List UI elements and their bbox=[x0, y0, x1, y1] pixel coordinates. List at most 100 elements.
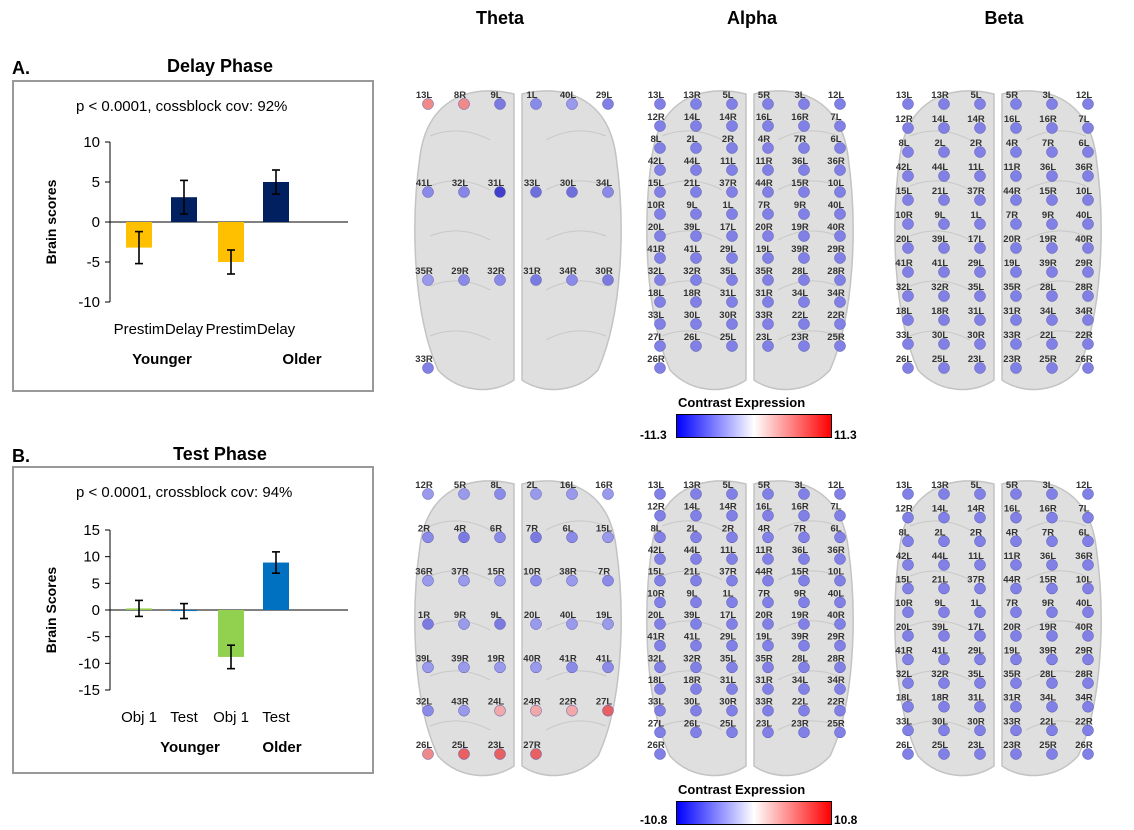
alpha-test-brain-sulcus bbox=[777, 720, 839, 731]
theta-test-brain-electrode bbox=[530, 704, 542, 717]
beta-delay-brain-electrode bbox=[1010, 242, 1022, 254]
alpha-delay-brain-electrode bbox=[690, 142, 702, 154]
alpha-delay-brain-electrode bbox=[726, 142, 738, 154]
beta-test-brain-electrode-label: 28L bbox=[1040, 669, 1057, 680]
theta-test-brain-electrode-label: 43R bbox=[451, 697, 469, 708]
alpha-test-brain-electrode-label: 17L bbox=[720, 610, 737, 621]
beta-test-brain-electrode bbox=[974, 582, 986, 595]
alpha-test-brain-electrode-label: 9L bbox=[686, 588, 697, 599]
alpha-delay-brain-electrode bbox=[726, 230, 738, 242]
beta-delay-brain-electrode bbox=[1046, 146, 1058, 158]
alpha-delay-brain-electrode-label: 12R bbox=[647, 112, 665, 123]
alpha-delay-brain-electrode-label: 9L bbox=[686, 200, 697, 211]
alpha-test-brain-electrode-label: 18L bbox=[648, 675, 665, 686]
beta-test-brain-electrode-label: 11L bbox=[968, 551, 984, 562]
theta-test-brain-electrode bbox=[566, 661, 578, 674]
colorbar-a-label: Contrast Expression bbox=[678, 395, 806, 410]
theta-delay-brain-electrode bbox=[566, 274, 578, 286]
beta-delay-brain-electrode bbox=[902, 194, 914, 206]
alpha-delay-brain-electrode-label: 33R bbox=[755, 310, 773, 321]
alpha-delay-brain-electrode-label: 18L bbox=[648, 288, 665, 299]
beta-test-brain-sulcus bbox=[1025, 670, 1087, 681]
beta-delay-brain-electrode-label: 42L bbox=[896, 162, 913, 173]
beta-test-brain-electrode-label: 18R bbox=[931, 693, 949, 704]
alpha-test-brain-electrode bbox=[654, 704, 666, 717]
panel-b-title: Test Phase bbox=[173, 444, 267, 464]
alpha-test-brain-electrode bbox=[834, 574, 846, 587]
alpha-test-brain-electrode bbox=[726, 618, 738, 630]
beta-delay-brain-electrode bbox=[902, 362, 914, 374]
theta-delay-brain-electrode-label: 31L bbox=[488, 178, 505, 189]
beta-delay-brain-electrode bbox=[974, 194, 986, 206]
alpha-test-brain-electrode-label: 12R bbox=[647, 502, 665, 513]
alpha-delay-brain-electrode-label: 30L bbox=[684, 310, 701, 321]
beta-delay-brain-electrode-label: 41R bbox=[895, 258, 913, 269]
beta-test-brain-electrode bbox=[1010, 677, 1022, 689]
theta-test-brain-sulcus bbox=[545, 570, 607, 581]
alpha-test-brain-electrode bbox=[654, 748, 666, 760]
alpha-test-brain-sulcus bbox=[661, 520, 723, 531]
alpha-test-brain-electrode-label: 5R bbox=[758, 480, 770, 491]
alpha-delay-brain-sulcus bbox=[661, 330, 723, 341]
alpha-delay-brain: 13L 13R 5L 5R 3L 12L 12R 14L 14R 16L 16R 7L 8L 2L 2R 4R… bbox=[646, 90, 854, 391]
beta-delay-brain-electrode-label: 36L bbox=[1040, 162, 1057, 173]
alpha-test-brain-sulcus bbox=[661, 570, 723, 581]
alpha-delay-brain-electrode bbox=[834, 164, 846, 176]
beta-test-brain-electrode bbox=[1082, 488, 1094, 500]
alpha-test-brain-electrode-label: 31R bbox=[755, 675, 773, 686]
beta-delay-brain-electrode-label: 8L bbox=[898, 138, 909, 149]
beta-test-brain-electrode bbox=[1010, 606, 1022, 618]
beta-delay-brain-electrode-label: 7R bbox=[1042, 138, 1054, 149]
beta-test-brain-electrode-label: 34L bbox=[1040, 693, 1057, 704]
alpha-test-brain-electrode-label: 42L bbox=[648, 545, 665, 556]
theta-test-brain-electrode bbox=[458, 661, 470, 674]
theta-delay-brain-electrode-label: 34L bbox=[596, 178, 613, 189]
alpha-test-brain-electrode bbox=[762, 726, 774, 739]
beta-test-brain-electrode bbox=[1082, 582, 1094, 595]
theta-test-brain-electrode bbox=[602, 574, 614, 587]
theta-test-brain-electrode bbox=[458, 704, 470, 717]
beta-delay-brain-electrode-label: 32L bbox=[896, 282, 913, 293]
test-y-tick-label: -10 bbox=[78, 655, 100, 672]
beta-delay-brain-electrode-label: 30R bbox=[967, 330, 985, 341]
alpha-delay-brain-electrode bbox=[690, 296, 702, 308]
test-y-tick-label: 0 bbox=[92, 602, 100, 619]
beta-test-brain-electrode bbox=[902, 488, 914, 500]
beta-test-brain-electrode-label: 16L bbox=[1004, 504, 1021, 515]
beta-test-brain-electrode bbox=[1010, 582, 1022, 595]
alpha-test-brain-electrode-label: 34R bbox=[827, 675, 845, 686]
beta-test-brain-electrode bbox=[902, 582, 914, 595]
alpha-delay-brain-electrode-label: 27L bbox=[648, 332, 665, 343]
theta-test-brain-electrode-label: 5R bbox=[454, 480, 466, 491]
theta-test-brain-electrode bbox=[422, 661, 434, 674]
alpha-test-brain-electrode-label: 36L bbox=[792, 545, 809, 556]
alpha-test-brain-sulcus bbox=[777, 520, 839, 531]
beta-delay-brain-electrode bbox=[1082, 314, 1094, 326]
alpha-test-brain-electrode-label: 28R bbox=[827, 653, 845, 664]
beta-delay-brain-electrode bbox=[974, 218, 986, 230]
beta-delay-brain-electrode-label: 20L bbox=[896, 234, 913, 245]
alpha-test-brain-electrode bbox=[690, 618, 702, 630]
beta-delay-brain-sulcus bbox=[1025, 330, 1087, 341]
alpha-delay-brain-electrode bbox=[834, 186, 846, 198]
beta-test-brain-electrode-label: 9R bbox=[1042, 598, 1054, 609]
alpha-delay-brain-electrode-label: 29R bbox=[827, 244, 845, 255]
theta-test-brain-electrode bbox=[494, 488, 506, 500]
beta-delay-brain-sulcus bbox=[909, 280, 971, 291]
beta-delay-brain-electrode bbox=[1046, 218, 1058, 230]
alpha-delay-brain-electrode bbox=[762, 340, 774, 352]
beta-delay-brain-electrode-label: 19L bbox=[1004, 258, 1021, 269]
beta-test-brain-electrode bbox=[1082, 724, 1094, 737]
beta-test-brain-electrode-label: 10R bbox=[895, 598, 913, 609]
alpha-delay-brain-electrode bbox=[834, 120, 846, 132]
theta-test-brain-electrode-label: 6R bbox=[490, 523, 502, 534]
alpha-test-brain-electrode-label: 14R bbox=[719, 502, 737, 513]
alpha-delay-brain-electrode bbox=[690, 98, 702, 110]
beta-test-brain-electrode bbox=[902, 630, 914, 642]
alpha-delay-brain-electrode bbox=[726, 340, 738, 352]
alpha-test-brain-electrode bbox=[762, 574, 774, 587]
alpha-delay-brain-electrode bbox=[654, 362, 666, 374]
theta-test-brain-electrode-label: 16L bbox=[560, 480, 577, 491]
beta-test-brain-electrode-label: 2R bbox=[970, 527, 982, 538]
theta-test-brain-electrode bbox=[422, 574, 434, 587]
